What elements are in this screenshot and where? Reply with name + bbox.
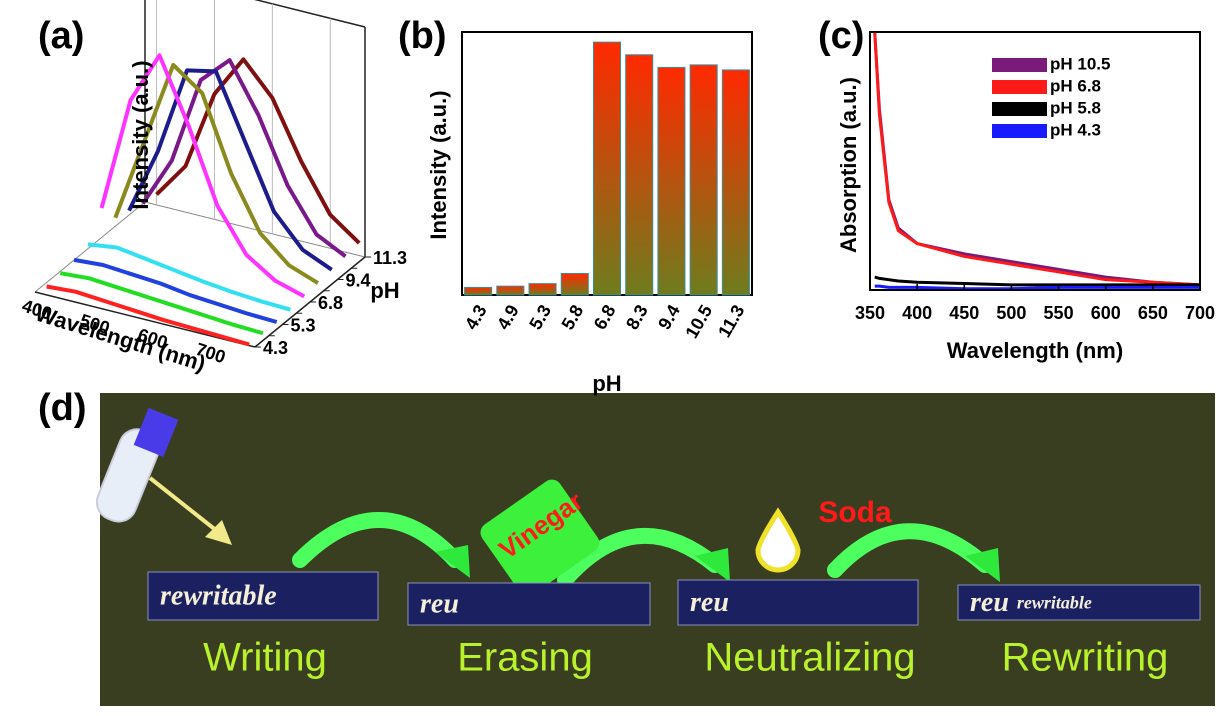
panel-label: (d) [38,387,87,429]
axis-line [34,201,146,293]
x-tick-label: 9.4 [654,301,684,333]
spectrum-line [155,57,361,245]
step-label: Rewriting [1002,636,1169,680]
x-tick-label: 6.8 [590,301,620,333]
x-axis-label: Wavelength (nm) [947,338,1123,363]
legend-swatch [992,58,1047,72]
y-axis-label: Intensity (a.u.) [426,90,451,239]
spectrum-line [46,284,250,347]
x-tick-label: 600 [1091,303,1121,323]
arrow-head [205,520,232,545]
handwriting: reu [690,587,729,618]
x-axis-label: Wavelength (nm) [32,301,208,376]
spectrum-line [87,242,292,312]
y-axis-label: Absorption (a.u.) [836,77,861,253]
spectrum-line [141,58,347,258]
z-tick-label: 9.4 [346,270,371,290]
bar [721,69,750,296]
panel-label: (a) [38,15,84,57]
x-tick-label: 700 [1185,303,1215,323]
drop-label: Soda [818,496,892,529]
z-tick-label: 11.3 [373,248,407,268]
bar [560,273,589,296]
step-label: Writing [203,636,327,680]
bar [528,283,557,296]
legend-swatch [992,102,1047,116]
x-tick-label: 5.8 [558,301,588,333]
legend-swatch [992,80,1047,94]
bar [689,64,718,296]
x-tick-label: 550 [1044,303,1074,323]
handwriting: rewritable [160,580,277,611]
spectrum-line [127,68,333,272]
x-tick-label: 500 [996,303,1026,323]
legend-label: pH 4.3 [1050,120,1101,139]
plot-frame [869,31,1201,291]
spectrum-line [113,62,320,285]
bar [464,286,493,296]
absorption-line [873,32,1200,287]
bar [496,285,525,296]
z-axis-label: pH [370,278,399,303]
legend-label: pH 10.5 [1050,54,1110,73]
spectrum-line [59,271,264,336]
handwriting: rewritable [1017,593,1092,613]
drop [755,507,801,573]
panel-label: (c) [818,15,864,57]
spectrum-line [99,53,306,299]
arrows [292,512,993,588]
bar [592,41,622,296]
x-tick-label: 11.3 [714,301,748,340]
arrow [148,476,224,537]
x-tick-label: 5.3 [525,301,555,333]
bar [625,54,654,296]
handwriting: reu [970,587,1009,618]
sample-strip [957,584,1201,621]
absorption-line [874,284,1200,290]
z-tick-label: 4.3 [263,338,288,358]
spectrum-line [73,257,278,324]
photo-panel: Vinegar Soda [95,393,1215,706]
sample-strip [407,582,651,626]
step-label: Neutralizing [704,636,915,680]
arrow-heads [435,545,1000,582]
x-tick-label: 4.9 [493,301,523,333]
x-tick-label: 650 [1138,303,1168,323]
x-tick-label: 4.3 [461,301,491,333]
step-label: Erasing [457,636,593,680]
x-tick-label: 400 [902,303,932,323]
axis-line [144,201,366,258]
x-tick-label: 450 [949,303,979,323]
bar [657,66,686,296]
z-tick-label: 6.8 [318,293,343,313]
x-axis-label: pH [592,371,621,396]
panel-label: (b) [398,15,447,57]
sample-strip [677,579,919,626]
legend-label: pH 6.8 [1050,76,1101,95]
x-tick-label: 350 [855,303,885,323]
vinegar-bottle [480,479,600,596]
legend-label: pH 5.8 [1050,98,1101,117]
photo-background [100,393,1215,706]
z-tick-label: 5.3 [291,315,316,335]
axis-line [253,0,366,28]
legend-swatch [992,124,1047,138]
sample-strip [147,571,379,621]
x-tick-label: 10.5 [681,301,716,341]
x-tick-label: 8.3 [622,301,652,333]
absorption-line [874,275,1200,287]
handwriting: reu [420,588,459,619]
axis-line [34,291,256,348]
y-axis-label: Intensity (a.u.) [128,60,153,209]
tube [95,407,179,523]
